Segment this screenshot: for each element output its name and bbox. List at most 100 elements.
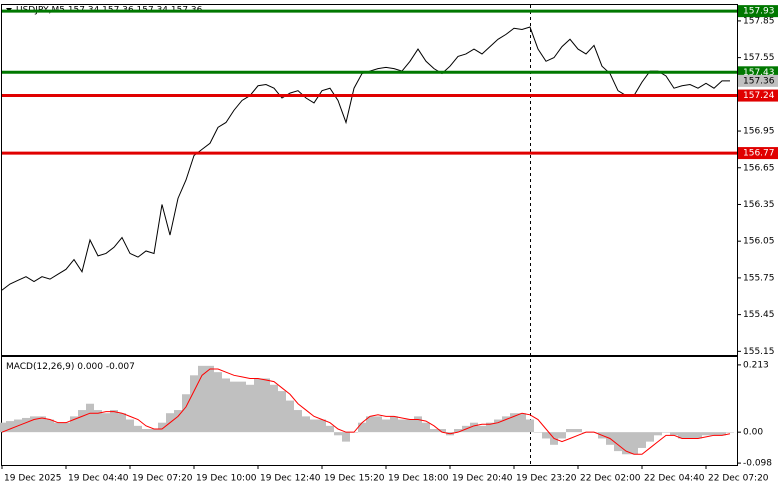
macd-bar (174, 410, 182, 433)
x-tick-label: 19 Dec 15:20 (324, 474, 385, 484)
macd-bar (558, 432, 566, 439)
macd-bar (198, 365, 206, 433)
x-tick-label: 19 Dec 10:00 (196, 474, 257, 484)
macd-bar (238, 381, 246, 433)
macd-bar (374, 416, 382, 433)
macd-bar (278, 391, 286, 433)
macd-bar (542, 432, 550, 439)
macd-bar (414, 416, 422, 433)
macd-bar (334, 432, 342, 436)
indicator-value: 0.000 (77, 362, 103, 372)
macd-bar (534, 432, 542, 433)
level-label: 157.24 (743, 91, 775, 101)
macd-bar (30, 416, 38, 433)
macd-bar (262, 378, 270, 433)
macd-bar (102, 413, 110, 433)
y-tick-label: 155.15 (743, 347, 775, 357)
price-panel-frame (1, 4, 738, 356)
macd-panel-frame (1, 356, 738, 466)
macd-bar (662, 432, 670, 433)
macd-bar (638, 432, 646, 448)
macd-bar (526, 419, 534, 433)
macd-bar (214, 372, 222, 433)
last-price-label: 157.36 (743, 76, 775, 86)
x-tick-label: 19 Dec 2025 (4, 474, 62, 484)
macd-bar (158, 422, 166, 433)
y-tick-label: 156.95 (743, 127, 775, 137)
macd-bar (470, 422, 478, 433)
macd-bar (126, 419, 134, 433)
macd-bar (246, 384, 254, 433)
macd-bar (678, 432, 686, 439)
macd-bar (614, 432, 622, 452)
macd-bar (70, 416, 78, 433)
signal-line (1, 368, 731, 455)
macd-bar (310, 419, 318, 433)
macd-bar (78, 410, 86, 433)
macd-bar (0, 422, 6, 433)
level-label-box (738, 147, 778, 160)
level-label: 156.77 (743, 149, 775, 159)
macd-bar (510, 413, 518, 433)
macd-bar (430, 429, 438, 433)
macd-bar (86, 403, 94, 433)
macd-bar (118, 413, 126, 433)
macd-bar (342, 432, 350, 442)
indicator-name: MACD(12,26,9) (6, 362, 74, 372)
level-label-box (738, 89, 778, 102)
macd-bar (670, 432, 678, 436)
macd-bar (654, 432, 662, 436)
macd-bar (54, 422, 62, 433)
y-tick-label: -0.098 (743, 459, 772, 469)
macd-bar (686, 432, 694, 439)
macd-bar (518, 413, 526, 433)
macd-bar (6, 421, 14, 433)
x-tick-label: 19 Dec 18:00 (388, 474, 449, 484)
macd-bar (286, 400, 294, 433)
y-tick-label: 0.00 (743, 428, 763, 438)
macd-bar (382, 419, 390, 433)
level-label: 157.43 (743, 68, 775, 78)
macd-bar (94, 410, 102, 433)
macd-bar (646, 432, 654, 442)
y-tick-label: 0.213 (743, 360, 769, 370)
macd-bar (62, 422, 70, 433)
macd-bar (422, 422, 430, 433)
indicator-label: MACD(12,26,9) 0.000 -0.007 (6, 362, 135, 372)
macd-bar (622, 432, 630, 455)
macd-bar (294, 410, 302, 433)
macd-bar (38, 416, 46, 433)
x-tick-label: 19 Dec 20:40 (452, 474, 513, 484)
y-tick-label: 155.75 (743, 273, 775, 283)
x-tick-label: 22 Dec 07:20 (708, 474, 769, 484)
macd-bar (358, 422, 366, 433)
level-label: 157.93 (743, 7, 775, 17)
macd-bar (718, 432, 726, 436)
macd-bar (566, 429, 574, 433)
macd-bar (574, 429, 582, 433)
x-tick-label: 19 Dec 12:40 (260, 474, 321, 484)
y-tick-label: 155.45 (743, 310, 775, 320)
x-tick-label: 22 Dec 04:40 (644, 474, 705, 484)
macd-bar (694, 432, 702, 439)
macd-bar (222, 378, 230, 433)
macd-bar (630, 432, 638, 455)
y-tick-label: 156.35 (743, 200, 775, 210)
macd-bar (142, 429, 150, 433)
macd-bar (182, 394, 190, 433)
macd-bar (302, 416, 310, 433)
macd-bar (230, 381, 238, 433)
macd-bar (494, 419, 502, 433)
level-label-box (738, 5, 778, 18)
macd-bar (110, 410, 118, 433)
macd-bar (726, 432, 734, 433)
y-tick-label: 157.55 (743, 53, 775, 63)
indicator-value: -0.007 (106, 362, 135, 372)
macd-bar (134, 425, 142, 433)
macd-bar (318, 419, 326, 433)
macd-bar (486, 422, 494, 433)
y-tick-label: 156.65 (743, 163, 775, 173)
